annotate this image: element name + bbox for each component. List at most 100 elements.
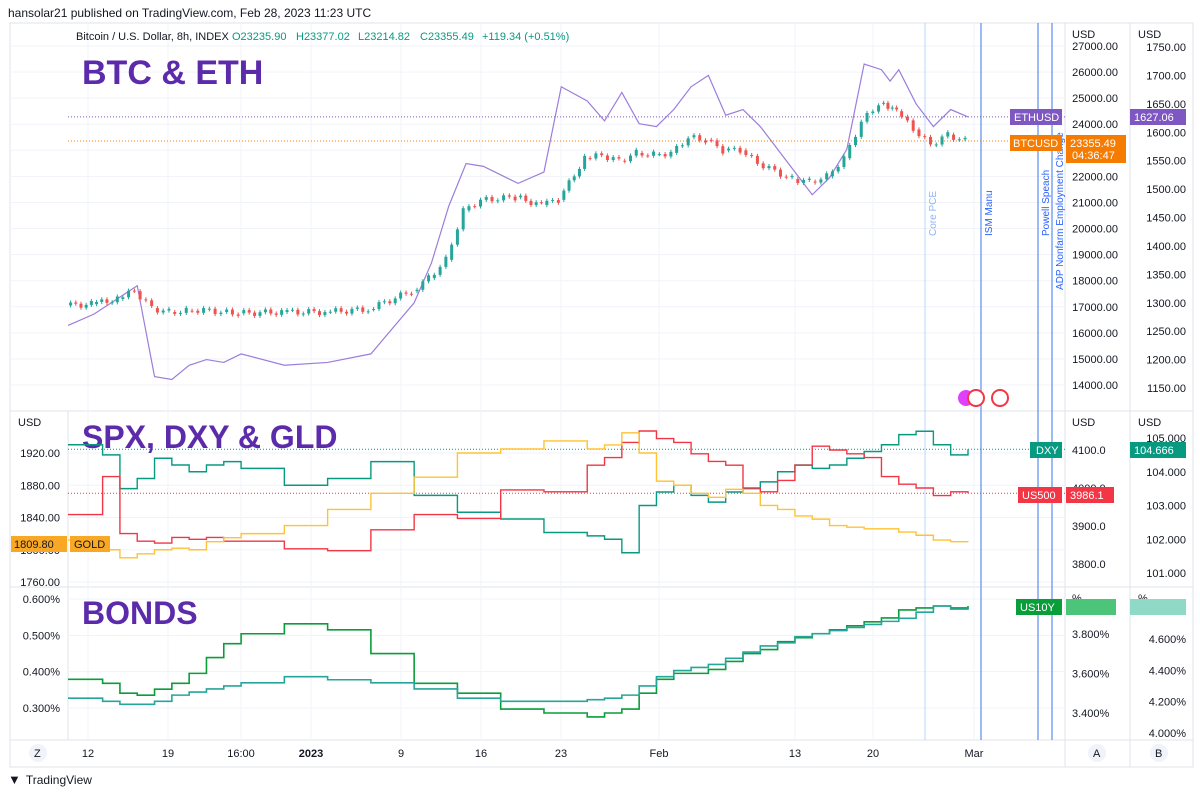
btc-candle xyxy=(583,155,587,169)
spx-y-tick: 3800.0 xyxy=(1072,559,1106,571)
eth-y-tick: 1200.00 xyxy=(1146,355,1186,367)
btc-candle xyxy=(280,310,284,315)
btc-candle xyxy=(686,138,690,146)
dxy-y-tick: 103.000 xyxy=(1146,501,1186,513)
bonds-left-tick: 0.300% xyxy=(23,703,61,715)
btc-candle xyxy=(190,310,194,312)
btc-candle xyxy=(225,309,229,312)
tv-brand: TradingView xyxy=(25,772,92,787)
btc-candle xyxy=(366,311,370,313)
spx-y-tick: 3900.0 xyxy=(1072,521,1106,533)
btc-candle xyxy=(382,301,386,303)
event-flags xyxy=(958,389,1009,407)
btc-candle xyxy=(334,308,338,312)
btc-candle xyxy=(502,195,506,201)
btcusd-value-badge xyxy=(1066,135,1126,163)
btc-candle xyxy=(100,299,104,302)
btc-candle xyxy=(562,190,566,200)
event-label: Powell Speach xyxy=(1041,170,1052,236)
x-tick-label: 13 xyxy=(789,748,801,760)
btc-candle xyxy=(219,312,223,315)
eth-y-tick: 1500.00 xyxy=(1146,184,1186,196)
bonds-left-tick: 0.500% xyxy=(23,630,61,642)
b-button-label: B xyxy=(1155,748,1162,760)
btc-candle xyxy=(773,166,777,170)
btc-candle xyxy=(399,292,403,299)
btc-candle xyxy=(957,139,961,141)
btc-candle xyxy=(138,291,142,300)
btc-y-tick: 25000.00 xyxy=(1072,93,1118,105)
tradingview-logo[interactable]: ▼ TradingView xyxy=(8,772,92,787)
dxy-y-tick: 104.000 xyxy=(1146,467,1186,479)
dxy-value: 104.666 xyxy=(1134,445,1174,457)
eth-y-tick: 1700.00 xyxy=(1146,70,1186,82)
btc-candle xyxy=(830,171,834,177)
btc-candle xyxy=(657,154,661,156)
us10y-y-tick: 3.600% xyxy=(1072,669,1110,681)
footer-bar: ▼ TradingView xyxy=(0,766,1200,795)
btc-candle xyxy=(629,155,632,162)
btc-candle xyxy=(258,312,262,316)
btc-y-tick: 18000.00 xyxy=(1072,276,1118,288)
btc-candle xyxy=(328,311,332,313)
axis-buttons[interactable]: Z A B xyxy=(29,744,1168,762)
b-button[interactable] xyxy=(1150,744,1168,762)
gold-y-tick: 1880.00 xyxy=(20,480,60,492)
btc-y-tick: 19000.00 xyxy=(1072,250,1118,262)
btc-candle xyxy=(790,175,794,178)
btc-y-tick: 14000.00 xyxy=(1072,380,1118,392)
gold-y-tick: 1920.00 xyxy=(20,448,60,460)
btc-candle xyxy=(779,169,782,177)
btc-candle xyxy=(744,150,748,155)
btc-candle xyxy=(796,178,800,183)
btc-candle xyxy=(74,302,78,304)
btc-candle xyxy=(269,309,273,314)
symbol-legend: Bitcoin / U.S. Dollar, 8h, INDEX O23235.… xyxy=(76,31,569,43)
us02y-value-badge xyxy=(1130,599,1186,615)
btc-candle xyxy=(144,299,148,301)
btc-candle xyxy=(886,102,890,109)
ethusd-badge-label: ETHUSD xyxy=(1014,112,1059,124)
btc-candle xyxy=(929,136,932,145)
auto-scale-button[interactable] xyxy=(1088,744,1106,762)
eth-y-tick: 1250.00 xyxy=(1146,326,1186,338)
legend-close: C23355.49 xyxy=(420,31,474,43)
btc-candle xyxy=(173,311,177,314)
gold-value-badge xyxy=(11,536,67,552)
legend-change: +119.34 (+0.51%) xyxy=(482,31,569,43)
legend-symbol: Bitcoin / U.S. Dollar, 8h, INDEX xyxy=(76,31,229,43)
btc-candle xyxy=(484,197,488,200)
btc-candle xyxy=(738,147,742,153)
btc-candle xyxy=(184,307,188,313)
us02y-line xyxy=(68,605,969,706)
btc-candle xyxy=(577,168,581,177)
btc-candle xyxy=(534,202,538,205)
pane-title-btc: BTC & ETH xyxy=(82,54,263,92)
btc-candle xyxy=(290,309,294,311)
btcusd-value: 23355.49 xyxy=(1070,138,1116,150)
btcusd-countdown: 04:36:47 xyxy=(1072,150,1115,162)
published-header: hansolar21 published on TradingView.com,… xyxy=(0,0,1200,24)
grid-lines xyxy=(10,23,1065,740)
btc-candle xyxy=(69,302,73,306)
btc-candle xyxy=(698,135,702,141)
event-label: Core PCE xyxy=(928,191,939,236)
btc-candle xyxy=(669,151,673,157)
z-button[interactable] xyxy=(29,744,47,762)
us10y-line xyxy=(68,605,969,718)
btc-candle xyxy=(767,166,771,169)
btc-candle xyxy=(680,145,684,147)
btc-candle xyxy=(617,157,621,159)
us500-badge xyxy=(1018,487,1062,503)
btc-candle xyxy=(865,112,869,122)
btc-y-tick: 22000.00 xyxy=(1072,171,1118,183)
btc-candle xyxy=(307,309,311,314)
x-tick-label: 23 xyxy=(555,748,567,760)
btc-candle xyxy=(296,309,300,315)
btc-candle xyxy=(819,179,823,183)
btc-candle xyxy=(825,173,829,180)
dxy-badge xyxy=(1030,442,1062,458)
btc-candle xyxy=(802,179,806,183)
btc-candle xyxy=(605,155,609,160)
